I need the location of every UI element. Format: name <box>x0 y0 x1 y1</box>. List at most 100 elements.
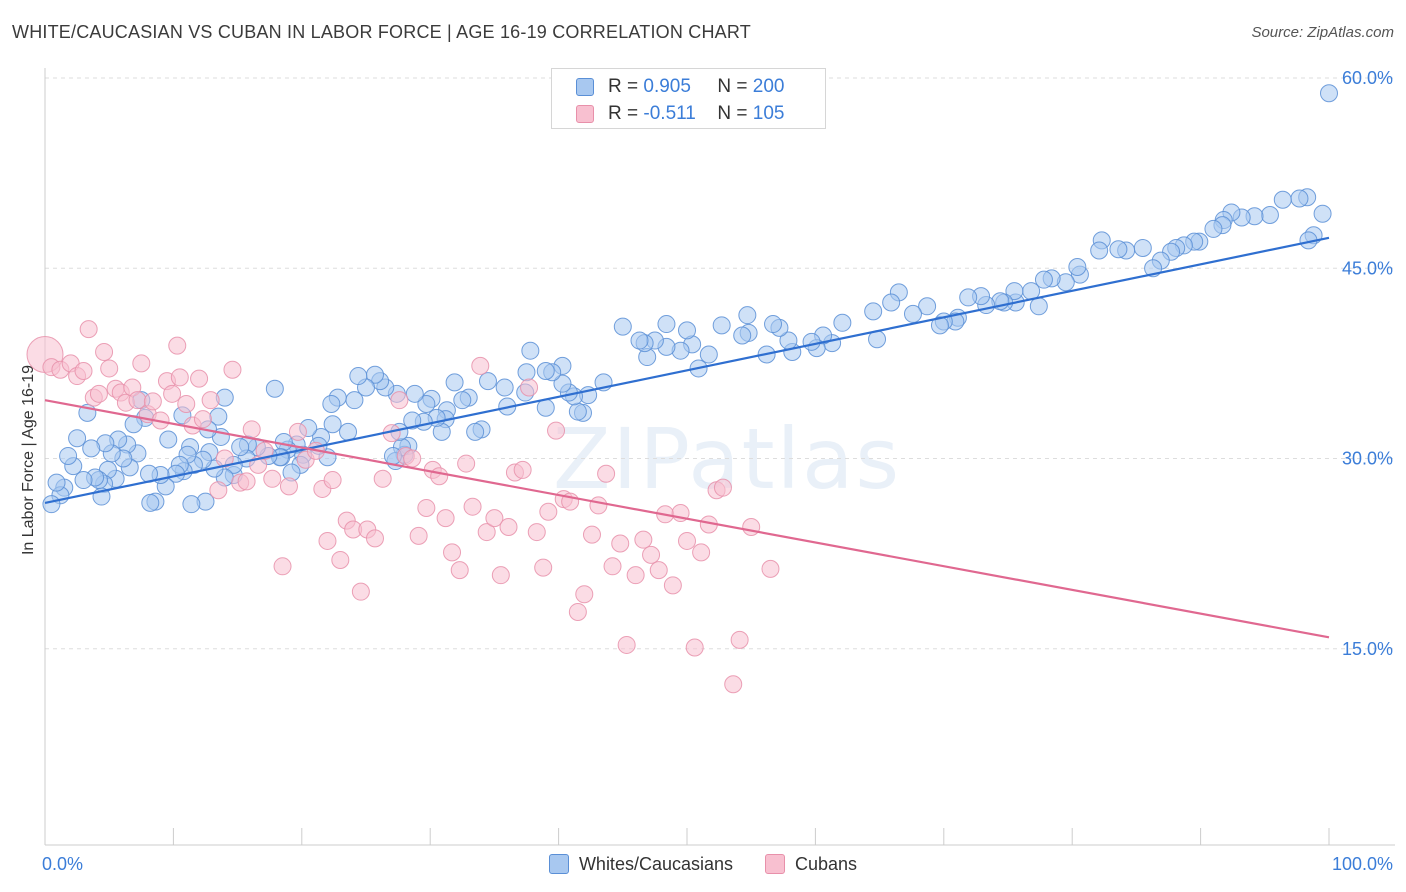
white-caucasian-point <box>903 304 922 323</box>
white-caucasian-point <box>1090 241 1109 260</box>
white-caucasian-point <box>1204 219 1223 238</box>
cuban-point <box>634 530 653 549</box>
cuban-point <box>471 356 490 375</box>
white-caucasian-point <box>1109 240 1128 259</box>
legend-r-label: R = <box>608 103 639 124</box>
cuban-point <box>132 354 151 373</box>
cuban-point <box>170 368 189 387</box>
cuban-point <box>527 523 546 542</box>
legend-n-label: N = <box>717 76 748 97</box>
white-caucasian-point <box>657 315 676 334</box>
cuban-point <box>582 525 601 544</box>
cuban-point <box>100 359 119 378</box>
cuban-point <box>499 517 518 536</box>
cuban-point <box>491 566 510 585</box>
white-caucasian-point <box>738 306 757 325</box>
white-caucasian-point <box>864 302 883 321</box>
white-caucasian-point <box>918 297 937 316</box>
cuban-point <box>279 477 298 496</box>
y-tick-label: 15.0% <box>1342 639 1393 659</box>
white-caucasian-point <box>733 326 752 345</box>
white-caucasian-point <box>68 429 87 448</box>
cuban-point <box>642 545 661 564</box>
cuban-point <box>678 531 696 550</box>
cuban-point <box>430 467 449 486</box>
cuban-point <box>409 526 428 545</box>
cuban-point <box>201 391 220 410</box>
cuban-point <box>534 558 553 577</box>
white-caucasian-point <box>141 493 160 512</box>
cuban-point <box>89 384 108 403</box>
legend-item-cubans: Cubans <box>765 854 857 875</box>
cuban-point <box>403 449 422 468</box>
white-caucasian-point <box>322 394 341 413</box>
series-legend: Whites/Caucasians Cubans <box>0 852 1406 876</box>
white-caucasian-point <box>930 316 949 335</box>
cuban-point <box>477 523 496 542</box>
white-caucasian-point <box>764 315 783 334</box>
legend-row-cubans: R = -0.511 N = 105 <box>576 103 784 125</box>
legend-n-label: N = <box>717 103 748 124</box>
white-caucasian-point <box>42 495 61 514</box>
cuban-point <box>95 342 114 361</box>
white-caucasian-point <box>349 367 368 386</box>
cuban-point <box>663 576 682 595</box>
cuban-point <box>190 369 209 388</box>
cuban-point <box>692 543 711 562</box>
cuban-point <box>436 509 455 528</box>
white-caucasian-point <box>1260 205 1279 224</box>
cuban-point <box>242 420 261 439</box>
cuban-point <box>273 557 292 576</box>
white-caucasian-point <box>1290 189 1309 208</box>
cuban-point <box>74 361 93 380</box>
cuban-point <box>209 481 228 500</box>
cuban-point <box>255 441 274 460</box>
legend-swatch-blue <box>576 78 594 96</box>
cuban-point <box>373 469 392 488</box>
white-caucasian-point <box>1313 204 1332 223</box>
cuban-point <box>365 529 384 548</box>
y-tick-label: 60.0% <box>1342 68 1393 88</box>
cuban-point <box>390 391 409 410</box>
white-caucasian-point <box>182 495 201 514</box>
cuban-point <box>177 394 196 413</box>
white-caucasian-point <box>478 372 497 391</box>
white-caucasian-trendline <box>44 236 1330 504</box>
legend-label-cubans: Cubans <box>795 853 858 874</box>
white-caucasian-point <box>339 422 358 441</box>
white-caucasian-point <box>699 345 718 364</box>
cuban-point <box>463 497 482 516</box>
cuban-point <box>713 478 732 497</box>
y-tick-label: 30.0% <box>1342 449 1393 469</box>
white-caucasian-point <box>1133 238 1152 257</box>
cuban-point <box>547 421 566 440</box>
chart-source: Source: ZipAtlas.com <box>1251 24 1394 41</box>
white-caucasian-point <box>712 316 731 335</box>
white-caucasian-point <box>417 394 436 413</box>
white-caucasian-point <box>74 471 93 490</box>
white-caucasian-point <box>59 446 78 465</box>
white-caucasian-point <box>959 288 978 307</box>
cuban-point <box>603 557 622 576</box>
white-caucasian-point <box>1273 190 1292 209</box>
cuban-point <box>417 498 436 517</box>
cuban-point <box>168 336 187 355</box>
cuban-point <box>724 675 743 694</box>
x-tick-label: 0.0% <box>42 854 83 874</box>
cuban-point <box>323 471 342 490</box>
cuban-point <box>617 635 636 654</box>
cuban-point <box>761 559 780 578</box>
x-tick-label: 100.0% <box>1332 854 1393 874</box>
white-caucasian-point <box>553 374 572 393</box>
cuban-point <box>163 384 182 403</box>
white-caucasian-point <box>833 313 852 332</box>
cuban-point <box>450 561 469 580</box>
cuban-point <box>649 561 668 580</box>
white-caucasian-point <box>265 379 284 398</box>
white-caucasian-point <box>678 321 696 340</box>
cuban-point <box>520 378 539 397</box>
white-caucasian-point <box>1034 270 1053 289</box>
white-caucasian-point <box>466 422 485 441</box>
legend-item-whites: Whites/Caucasians <box>548 854 733 875</box>
